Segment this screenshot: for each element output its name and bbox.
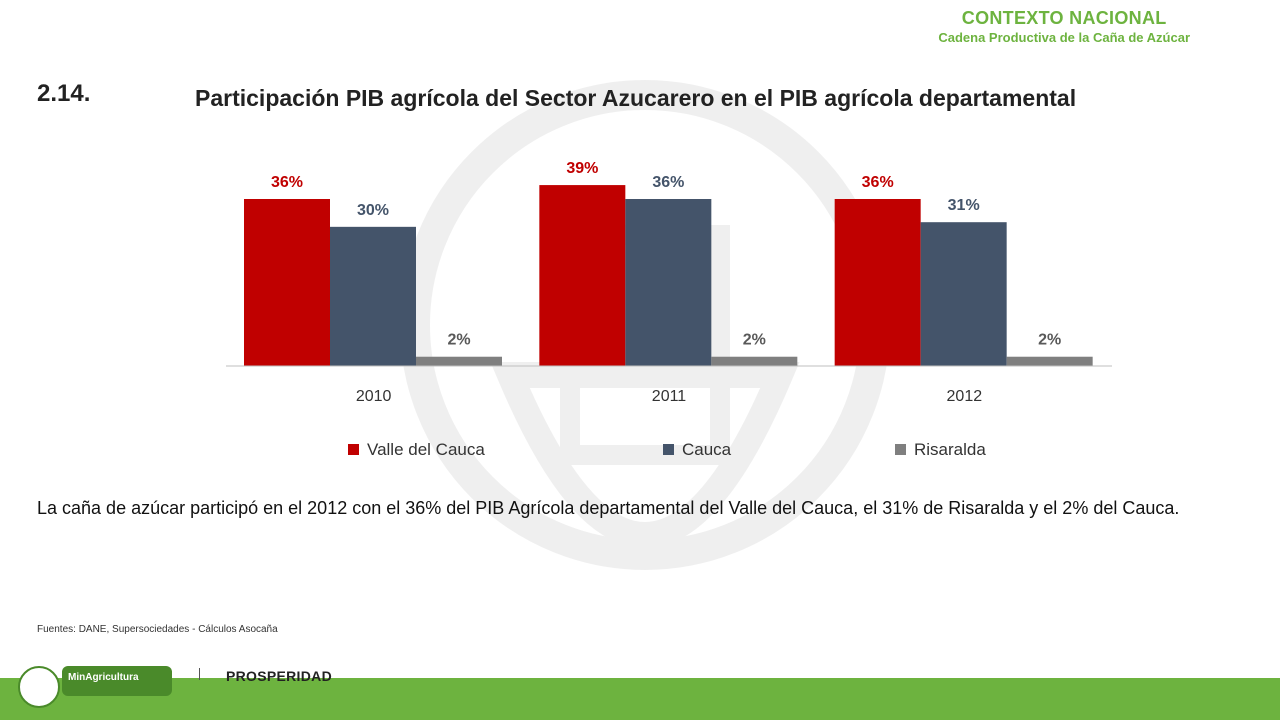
bar — [834, 199, 921, 366]
data-label: 39% — [566, 160, 598, 177]
legend-swatch — [348, 444, 359, 455]
minagricultura-logo: MinAgricultura — [62, 666, 172, 696]
chart-title: Participación PIB agrícola del Sector Az… — [195, 85, 1077, 111]
footer-band — [0, 678, 1280, 720]
footer-logos: MinAgricultura PROSPERIDAD — [18, 662, 348, 708]
sources-note: Fuentes: DANE, Supersociedades - Cálculo… — [37, 624, 278, 635]
data-label: 36% — [271, 174, 303, 191]
bar — [1006, 356, 1093, 366]
data-label: 36% — [652, 174, 684, 191]
bar — [244, 199, 330, 366]
bar — [330, 226, 416, 366]
section-number: 2.14. — [37, 80, 91, 107]
legend-swatch — [895, 444, 906, 455]
bar — [539, 185, 626, 366]
bar — [625, 199, 712, 366]
data-label: 2% — [743, 332, 766, 349]
legend-label: Risaralda — [914, 440, 986, 459]
x-tick-label: 2010 — [356, 388, 392, 405]
legend-label: Cauca — [682, 440, 732, 459]
logo-separator — [199, 668, 200, 680]
description-text: La caña de azúcar participó en el 2012 c… — [37, 498, 1180, 518]
x-tick-label: 2011 — [652, 388, 687, 405]
data-label: 2% — [1038, 332, 1061, 349]
data-label: 30% — [357, 202, 389, 219]
seal-logo — [18, 666, 60, 708]
legend-swatch — [663, 444, 674, 455]
data-label: 2% — [447, 332, 470, 349]
x-tick-label: 2012 — [947, 388, 983, 405]
prosperidad-logo: PROSPERIDAD — [226, 668, 332, 684]
bar-chart: 36% 30% 2% 2010 39% 36% 2% 2011 36% 31% 2% 2012 Vall… — [226, 160, 1112, 459]
bar — [416, 356, 502, 366]
bar — [711, 356, 798, 366]
context-title: CONTEXTO NACIONAL — [961, 8, 1167, 28]
data-label: 31% — [948, 197, 980, 214]
bar — [920, 222, 1007, 366]
data-label: 36% — [862, 174, 894, 191]
context-header: CONTEXTO NACIONAL Cadena Productiva de l… — [938, 8, 1190, 45]
context-subtitle: Cadena Productiva de la Caña de Azúcar — [938, 30, 1190, 45]
legend-label: Valle del Cauca — [367, 440, 485, 459]
